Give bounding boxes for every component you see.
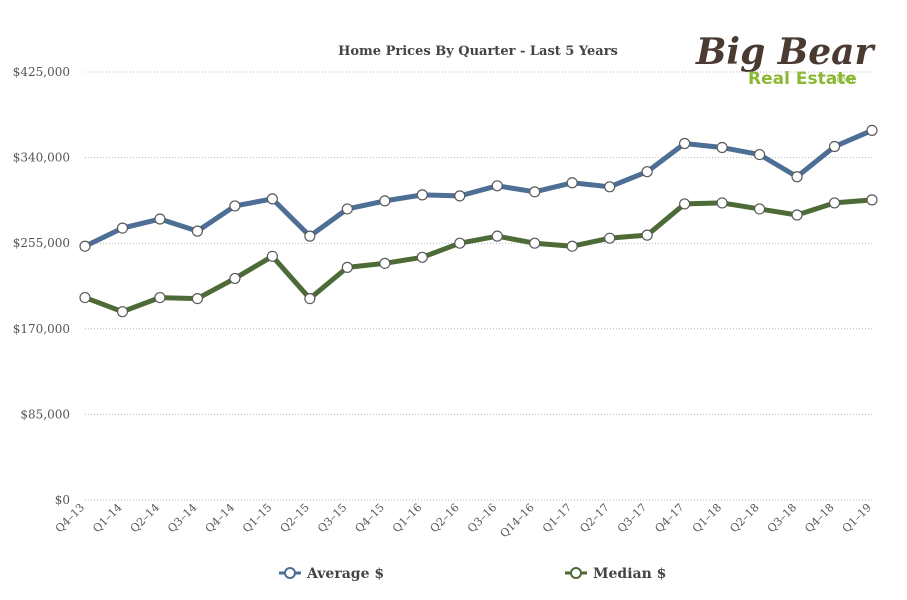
x-axis-ticks: Q4–13 Q1–14 Q2–14 Q3–14 Q4–14 Q1–15 Q2–15 Q3–15… (53, 501, 874, 540)
x-tick-label: Q3–18 (765, 501, 799, 535)
data-point[interactable] (791, 171, 803, 183)
x-tick-label: Q4–17 (652, 501, 686, 535)
legend-median-marker (570, 567, 582, 579)
legend-median-label: Median $ (593, 566, 666, 582)
data-point[interactable] (641, 229, 653, 241)
legend-average-label: Average $ (306, 566, 384, 582)
data-point[interactable] (154, 291, 166, 304)
data-point[interactable] (229, 200, 241, 212)
data-point[interactable] (491, 230, 503, 242)
data-point[interactable] (416, 251, 428, 263)
data-point[interactable] (454, 237, 466, 249)
data-point[interactable] (566, 177, 578, 189)
data-point[interactable] (604, 181, 616, 193)
data-point[interactable] (566, 240, 578, 252)
series (79, 124, 878, 318)
data-point[interactable] (191, 225, 204, 237)
y-tick-label: $255,000 (13, 236, 70, 250)
logo: Big Bear Real Estate .com (695, 31, 876, 89)
data-point[interactable] (866, 124, 878, 137)
data-point[interactable] (154, 213, 166, 225)
data-point[interactable] (828, 140, 841, 153)
y-tick-label: $425,000 (13, 65, 70, 79)
data-point[interactable] (79, 291, 91, 304)
x-tick-label: Q4–18 (802, 501, 836, 535)
data-point[interactable] (679, 198, 691, 210)
series-line-0 (82, 127, 875, 249)
y-tick-label: $0 (55, 493, 70, 507)
x-tick-label: Q1–16 (390, 501, 424, 535)
data-point[interactable] (529, 237, 541, 249)
data-point[interactable] (266, 193, 278, 205)
data-point[interactable] (641, 166, 653, 178)
x-tick-label: Q2–17 (577, 501, 611, 535)
chart-title: Home Prices By Quarter - Last 5 Years (338, 44, 618, 59)
data-point[interactable] (304, 230, 316, 242)
x-tick-label: Q1–18 (690, 501, 724, 535)
data-point[interactable] (791, 209, 803, 221)
x-tick-label: Q3–15 (315, 501, 349, 535)
logo-suffix: .com (834, 75, 854, 84)
x-tick-label: Q2–14 (128, 501, 162, 535)
data-point[interactable] (341, 261, 353, 273)
x-tick-label: Q1–17 (540, 501, 574, 535)
legend-average-marker (284, 567, 296, 579)
x-tick-label: Q4–14 (203, 501, 237, 535)
data-point[interactable] (116, 222, 129, 234)
legend: Average $ Median $ (279, 566, 666, 582)
x-tick-label: Q3–16 (465, 501, 499, 535)
x-tick-label: Q14–16 (498, 501, 537, 540)
data-point[interactable] (191, 292, 204, 305)
data-point[interactable] (679, 137, 691, 150)
series-line-1 (82, 197, 875, 315)
legend-item-median[interactable]: Median $ (565, 566, 666, 582)
data-point[interactable] (716, 141, 728, 154)
x-tick-label: Q2–18 (727, 501, 761, 535)
data-point[interactable] (416, 189, 428, 201)
data-point[interactable] (529, 186, 541, 198)
x-tick-label: Q2–16 (428, 501, 462, 535)
data-point[interactable] (716, 197, 728, 209)
data-point[interactable] (79, 240, 91, 252)
data-point[interactable] (341, 203, 353, 215)
data-point[interactable] (454, 190, 466, 202)
data-point[interactable] (304, 292, 316, 305)
data-point[interactable] (379, 195, 391, 207)
grid (85, 71, 872, 501)
y-tick-label: $85,000 (20, 407, 70, 421)
x-tick-label: Q1–19 (840, 501, 874, 535)
x-tick-label: Q3–17 (615, 501, 649, 535)
y-tick-label: $170,000 (13, 322, 70, 336)
y-axis-ticks: $0 $85,000 $170,000 $255,000 $340,000 $425,00… (13, 65, 70, 507)
data-point[interactable] (604, 232, 616, 244)
logo-line2: Real Estate (748, 69, 857, 89)
y-tick-label: $340,000 (13, 151, 70, 165)
logo-line1: Big Bear (695, 31, 876, 73)
data-point[interactable] (116, 306, 129, 318)
legend-item-average[interactable]: Average $ (279, 566, 384, 582)
data-point[interactable] (229, 272, 241, 285)
data-point[interactable] (266, 250, 278, 262)
x-tick-label: Q2–15 (278, 501, 312, 535)
data-point[interactable] (753, 203, 766, 215)
data-point[interactable] (753, 148, 766, 161)
data-point[interactable] (866, 194, 878, 206)
x-tick-label: Q3–14 (165, 501, 199, 535)
x-tick-label: Q4–15 (353, 501, 387, 535)
data-point[interactable] (828, 197, 841, 209)
x-tick-label: Q1–14 (90, 501, 124, 535)
data-point[interactable] (491, 180, 503, 192)
x-tick-label: Q1–15 (240, 501, 274, 535)
data-point[interactable] (379, 257, 391, 269)
